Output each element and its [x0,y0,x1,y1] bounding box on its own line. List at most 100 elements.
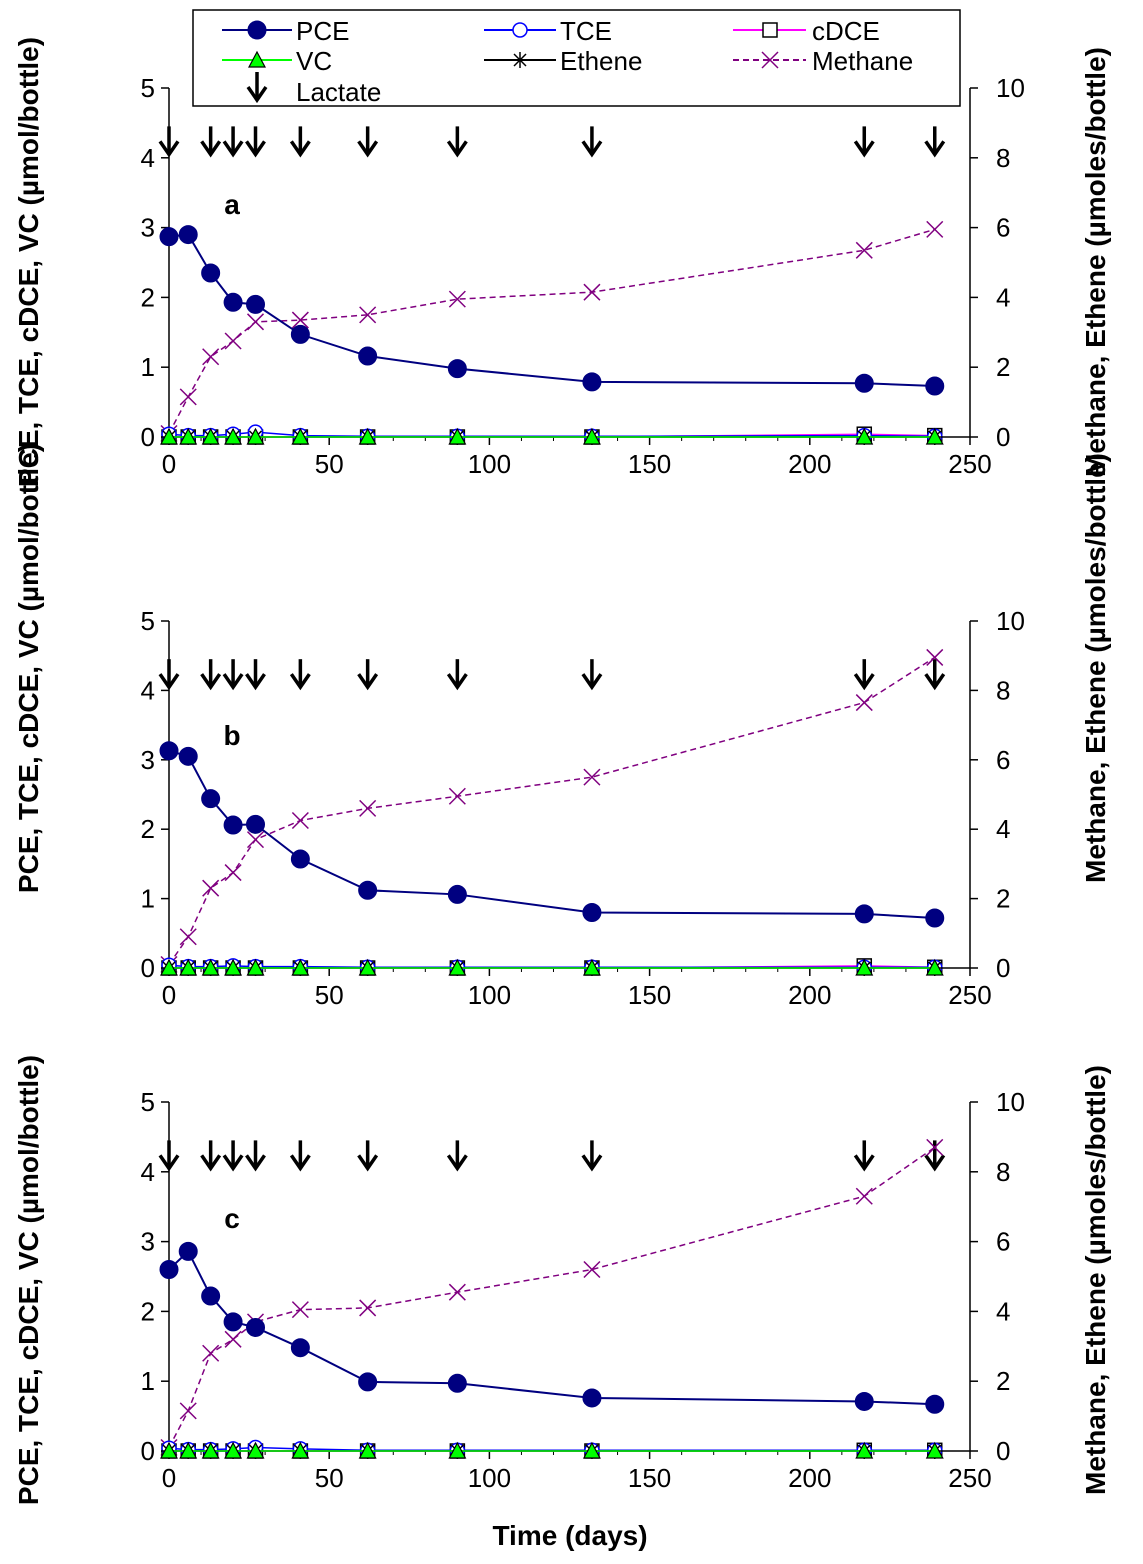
point-methane [246,313,265,331]
point-vc [246,427,265,445]
point-pce [178,225,198,245]
point-vc [179,958,198,976]
point-methane [448,787,466,805]
series-line-pce [168,749,935,920]
x-tick-label: 50 [315,1463,344,1493]
point-pce [582,372,602,392]
series-line-pce [168,1249,935,1406]
point-pce [358,346,378,366]
x-tick-label: 50 [315,980,344,1010]
legend-marker-ethene [512,52,528,68]
point-methane [855,241,873,259]
y2-tick-label: 10 [996,606,1025,636]
point-vc [160,427,178,445]
y-tick-label: 1 [141,352,155,382]
legend-marker-cdce [762,22,778,38]
x-tick-label: 0 [162,980,176,1010]
x-tick-label: 250 [948,1463,991,1493]
point-pce [854,904,874,924]
left-axis-title-b: PCE, TCE, cDCE, VC (µmol/bottle) [13,443,44,893]
y-tick-label: 0 [141,953,155,983]
point-methane [359,1299,377,1317]
x-tick-label: 250 [948,449,991,479]
lactate-arrow [924,1140,946,1172]
y-tick-label: 3 [141,213,155,243]
legend-marker-pce [247,20,267,40]
point-pce [246,1317,266,1337]
y-tick-label: 2 [141,1296,155,1326]
point-methane [359,799,377,817]
y2-tick-label: 6 [996,745,1010,775]
lactate-arrow [289,1140,311,1172]
point-vc [582,1441,601,1459]
lactate-arrow [289,126,311,158]
y-tick-label: 2 [141,814,155,844]
lactate-arrow [357,659,379,691]
point-pce [925,908,945,928]
series-line-methane [168,228,935,434]
y2-tick-label: 4 [996,1296,1010,1326]
point-methane [291,1301,309,1319]
point-methane [224,1330,242,1348]
x-tick-label: 200 [788,980,831,1010]
right-axis-title-b: Methane, Ethene (µmoles/bottle) [1080,453,1111,883]
y-tick-label: 3 [141,745,155,775]
left-axis-title-a: PCE, TCE, cDCE, VC (µmol/bottle) [13,37,44,487]
x-tick-label: 150 [628,449,671,479]
left-axis-title-c: PCE, TCE, cDCE, VC (µmol/bottle) [13,1055,44,1505]
y2-tick-label: 2 [996,884,1010,914]
point-methane [202,879,220,897]
point-methane [202,1344,220,1362]
legend-marker-lactate [246,72,268,104]
y2-tick-label: 6 [996,213,1010,243]
point-vc [925,958,944,976]
y2-tick-label: 10 [996,1087,1025,1117]
point-pce [290,1338,310,1358]
y-tick-label: 0 [141,422,155,452]
point-methane [583,768,601,786]
point-vc [358,1441,377,1459]
y-tick-label: 4 [141,143,155,173]
point-vc [291,427,310,445]
panel-label: a [224,189,240,220]
point-vc [448,1441,467,1459]
point-methane [179,1402,197,1420]
point-vc [246,958,265,976]
point-pce [201,1286,221,1306]
point-vc [246,1441,265,1459]
lactate-arrow [853,659,875,691]
point-vc [224,958,243,976]
legend-label-pce: PCE [296,16,349,46]
y2-tick-label: 4 [996,814,1010,844]
y-tick-label: 2 [141,282,155,312]
point-methane [179,388,197,406]
x-tick-label: 0 [162,1463,176,1493]
lactate-arrow [158,126,180,158]
y-tick-label: 5 [141,73,155,103]
point-pce [178,1241,198,1261]
y-tick-label: 0 [141,1436,155,1466]
series-line-methane [168,1146,936,1448]
point-vc [358,958,377,976]
lactate-arrow [200,126,222,158]
lactate-arrow [245,1140,266,1172]
point-vc [201,1441,220,1459]
y2-tick-label: 4 [996,282,1010,312]
lactate-arrow [446,1140,468,1172]
x-axis-title: Time (days) [492,1520,647,1551]
y-tick-label: 4 [141,1157,155,1187]
point-vc [201,427,220,445]
x-tick-label: 100 [468,980,511,1010]
legend: PCE TCE cDCE VC Ethene Methane Lactate [192,9,961,107]
y2-tick-label: 0 [996,1436,1010,1466]
y2-tick-label: 8 [996,143,1010,173]
lactate-arrow [853,1140,875,1172]
point-methane [855,694,873,712]
right-axis-title-a: Methane, Ethene (µmoles/bottle) [1080,47,1111,477]
y2-tick-label: 2 [996,352,1010,382]
point-vc [160,958,178,976]
point-vc [291,958,310,976]
